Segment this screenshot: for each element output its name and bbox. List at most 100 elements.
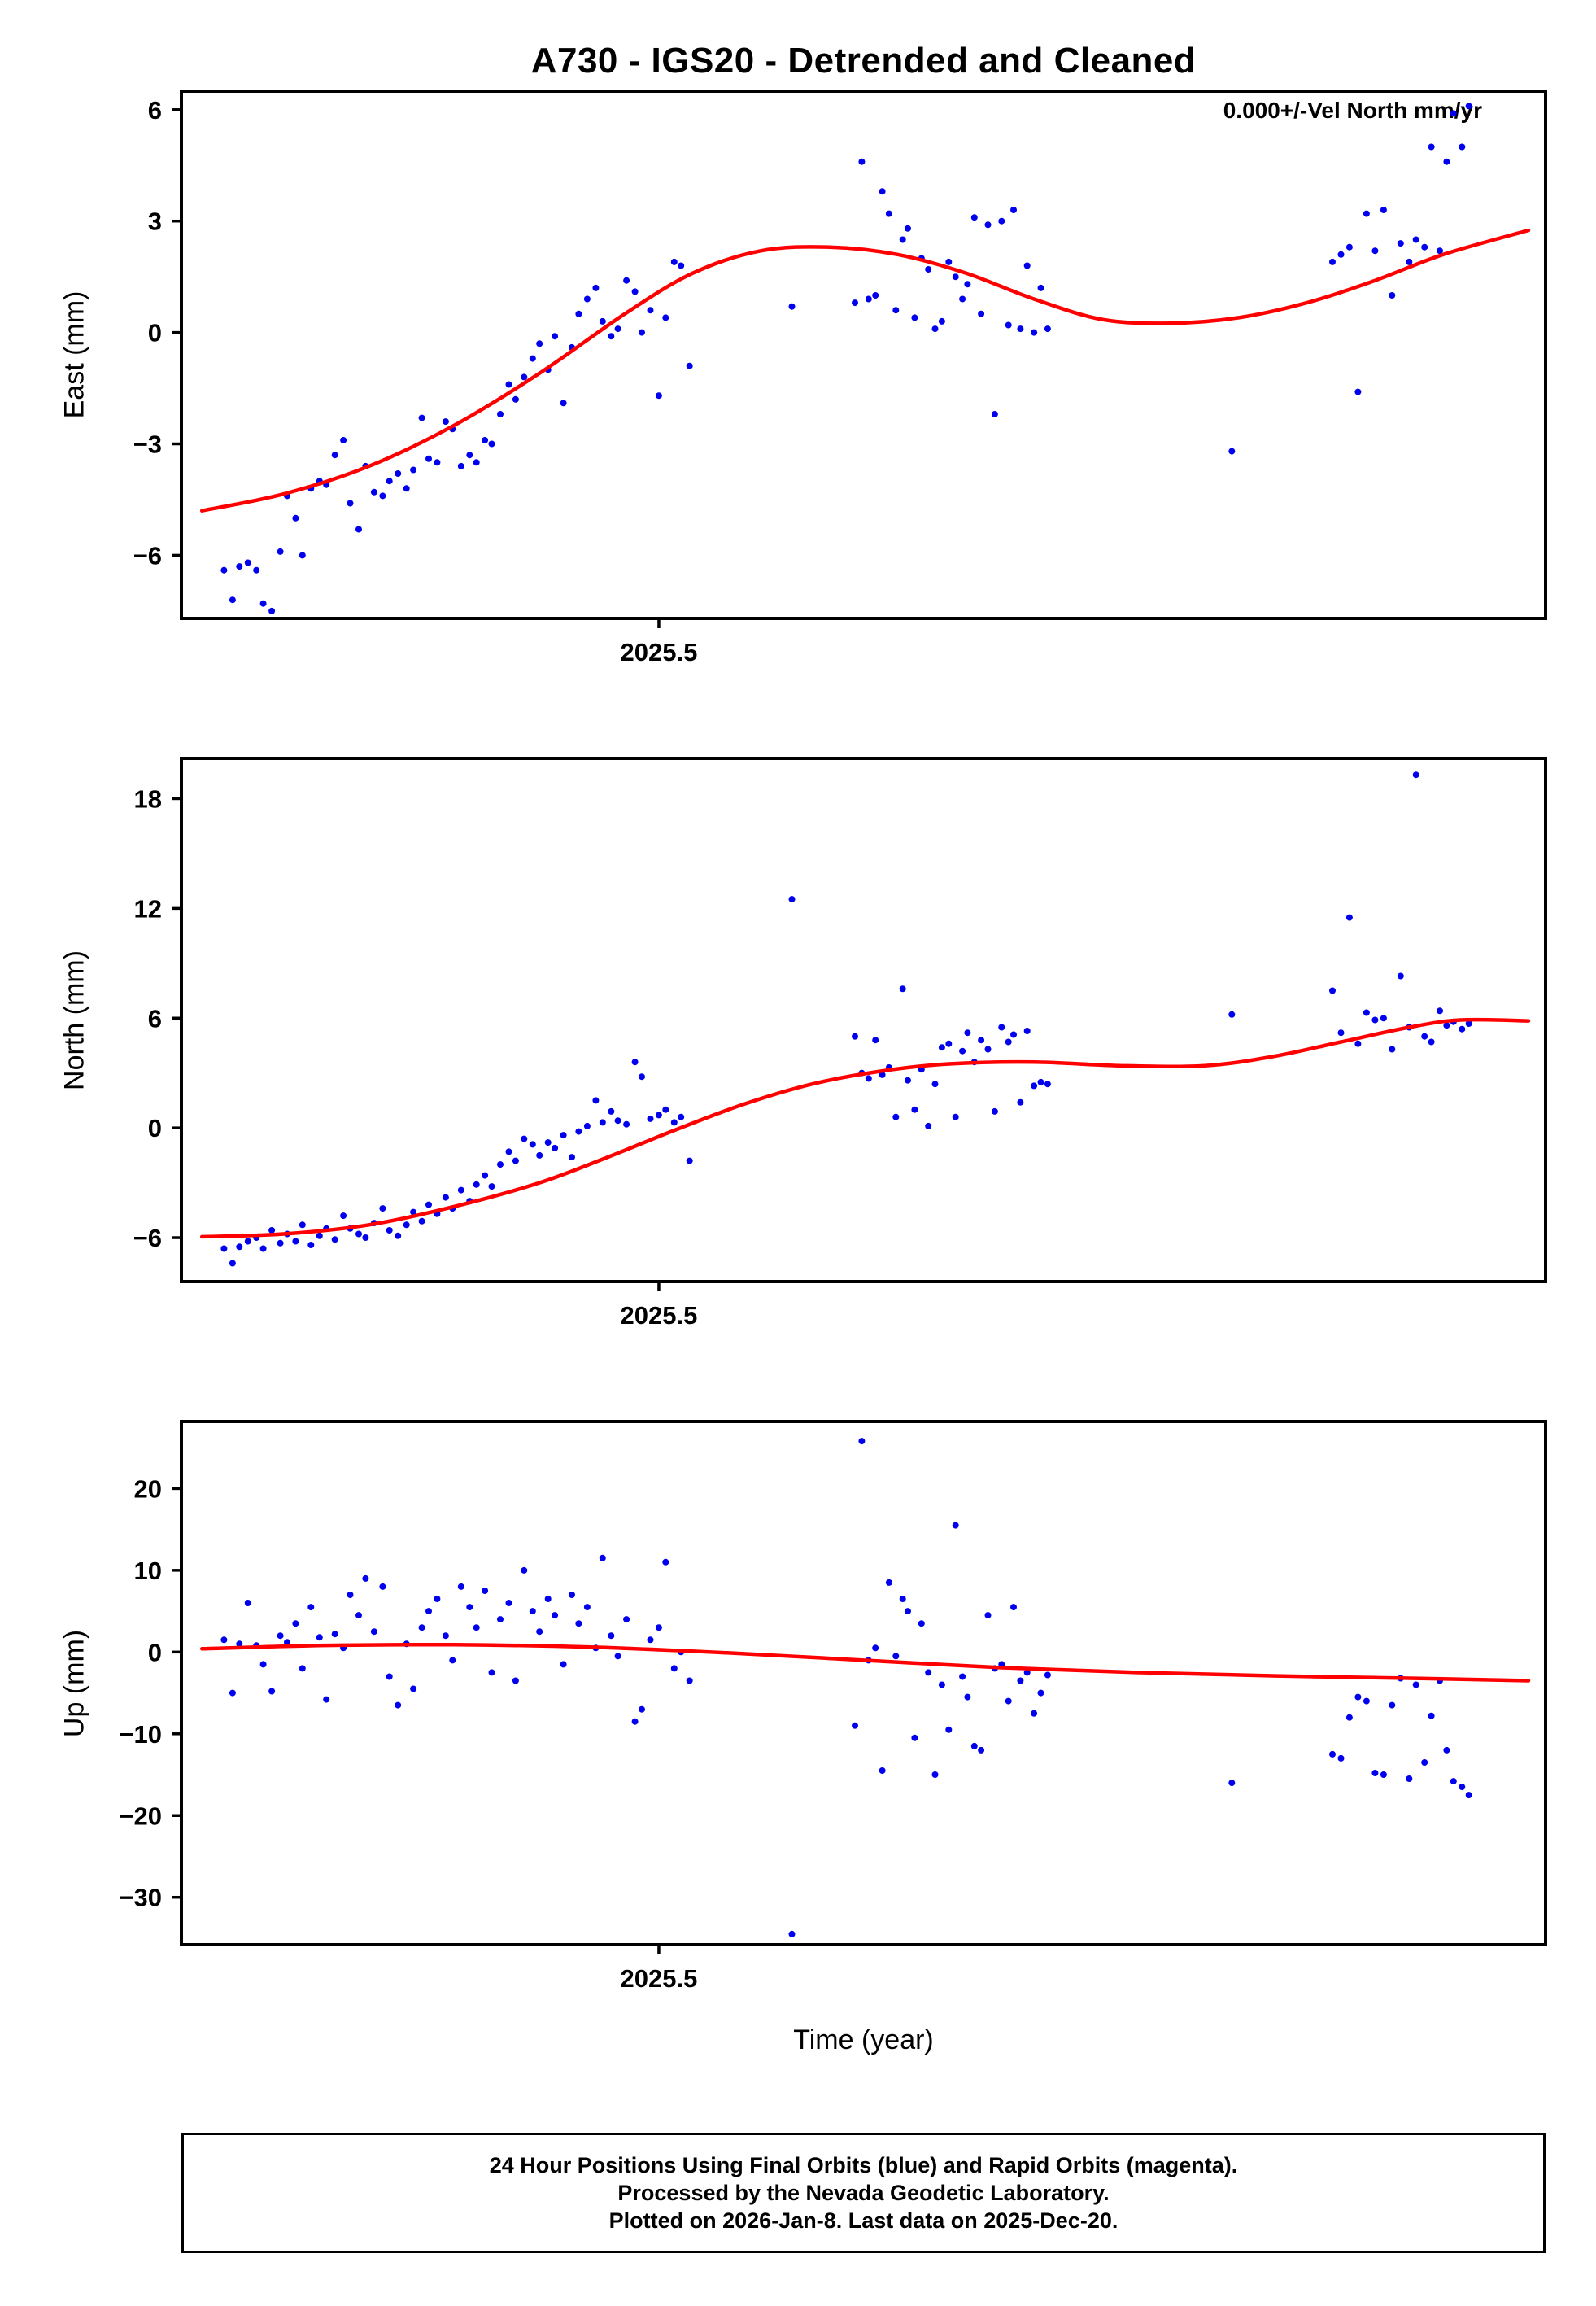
data-point bbox=[362, 1234, 369, 1241]
data-point bbox=[852, 1722, 858, 1729]
data-point bbox=[236, 563, 243, 570]
data-point bbox=[284, 1639, 290, 1646]
data-point bbox=[442, 418, 449, 426]
data-point bbox=[552, 333, 559, 340]
data-point bbox=[970, 214, 978, 221]
data-point bbox=[998, 1024, 1005, 1031]
data-point bbox=[686, 1157, 693, 1164]
data-point bbox=[488, 1669, 495, 1676]
data-point bbox=[655, 1112, 662, 1119]
data-point bbox=[497, 1616, 504, 1623]
data-point bbox=[978, 1746, 985, 1754]
data-point bbox=[395, 470, 402, 477]
data-point bbox=[788, 303, 796, 310]
data-point bbox=[277, 1632, 284, 1640]
data-point bbox=[945, 258, 953, 265]
data-point bbox=[521, 373, 528, 381]
data-point bbox=[938, 317, 945, 325]
data-point bbox=[379, 1583, 386, 1590]
data-point bbox=[1380, 1015, 1387, 1022]
data-point bbox=[678, 262, 685, 269]
data-point bbox=[569, 1592, 575, 1598]
data-point bbox=[959, 295, 966, 303]
data-point bbox=[1443, 1022, 1450, 1029]
data-point bbox=[1406, 258, 1413, 265]
footer-line-plotted: Plotted on 2026-Jan-8. Last data on 2025… bbox=[608, 2208, 1119, 2233]
data-point bbox=[892, 1113, 900, 1120]
footer-line-orbits: 24 Hour Positions Using Final Orbits (bl… bbox=[489, 2152, 1238, 2177]
data-point bbox=[852, 1033, 858, 1040]
data-point bbox=[425, 1201, 432, 1208]
data-point bbox=[952, 1522, 959, 1529]
data-point bbox=[229, 1689, 236, 1697]
data-point bbox=[1354, 388, 1362, 395]
data-point bbox=[521, 1566, 528, 1574]
data-point bbox=[1421, 243, 1428, 251]
data-point bbox=[1345, 914, 1353, 921]
data-point bbox=[998, 217, 1005, 225]
data-point bbox=[505, 1148, 512, 1155]
data-point bbox=[1354, 1040, 1362, 1047]
east-axis-label: East (mm) bbox=[59, 290, 90, 419]
data-point bbox=[952, 273, 959, 281]
y-tick-label: 0 bbox=[148, 1114, 162, 1142]
footer-caption-box: 24 Hour Positions Using Final Orbits (bl… bbox=[181, 2133, 1546, 2253]
data-point bbox=[631, 1059, 639, 1066]
data-point bbox=[1363, 1009, 1370, 1016]
data-point bbox=[662, 1106, 669, 1113]
data-point bbox=[560, 1132, 567, 1139]
data-point bbox=[614, 1653, 621, 1660]
data-point bbox=[639, 1073, 645, 1081]
y-tick-label: −6 bbox=[133, 1224, 162, 1252]
data-point bbox=[905, 1608, 911, 1615]
data-point bbox=[991, 1107, 998, 1115]
data-point bbox=[952, 1113, 959, 1120]
data-point bbox=[575, 1620, 582, 1627]
data-point bbox=[978, 1037, 985, 1044]
data-point bbox=[623, 277, 630, 284]
data-point bbox=[1031, 329, 1038, 336]
data-point bbox=[1397, 972, 1404, 980]
data-point bbox=[1037, 1078, 1044, 1085]
data-point bbox=[1443, 158, 1450, 165]
data-point bbox=[331, 452, 338, 459]
data-point bbox=[482, 437, 489, 443]
data-point bbox=[583, 1122, 591, 1129]
data-point bbox=[370, 1628, 377, 1636]
data-point bbox=[529, 1608, 536, 1615]
data-point bbox=[905, 225, 911, 232]
data-point bbox=[1329, 987, 1336, 994]
y-tick-label: −30 bbox=[119, 1884, 162, 1912]
data-point bbox=[236, 1640, 243, 1648]
data-point bbox=[592, 284, 600, 291]
data-point bbox=[442, 1194, 449, 1201]
data-point bbox=[1380, 1771, 1387, 1778]
data-point bbox=[544, 1596, 552, 1602]
data-point bbox=[631, 1718, 639, 1725]
data-point bbox=[505, 381, 512, 388]
data-point bbox=[347, 1592, 354, 1598]
data-point bbox=[347, 500, 354, 507]
data-point bbox=[623, 1616, 630, 1623]
data-point bbox=[268, 1688, 276, 1695]
data-point bbox=[355, 526, 362, 533]
data-point bbox=[608, 333, 615, 340]
data-point bbox=[1023, 262, 1031, 269]
data-point bbox=[885, 1579, 892, 1586]
data-point bbox=[1443, 1746, 1450, 1754]
data-point bbox=[984, 221, 992, 229]
data-point bbox=[466, 1604, 473, 1611]
data-point bbox=[316, 1232, 323, 1239]
data-point bbox=[1412, 236, 1419, 243]
data-point bbox=[386, 478, 393, 485]
data-point bbox=[410, 1208, 417, 1216]
data-point bbox=[978, 310, 985, 317]
data-point bbox=[945, 1040, 953, 1047]
data-point bbox=[931, 1771, 939, 1778]
data-point bbox=[662, 314, 669, 321]
data-point bbox=[536, 1151, 543, 1159]
data-point bbox=[355, 1612, 362, 1619]
data-point bbox=[970, 1742, 978, 1749]
data-point bbox=[299, 552, 306, 559]
